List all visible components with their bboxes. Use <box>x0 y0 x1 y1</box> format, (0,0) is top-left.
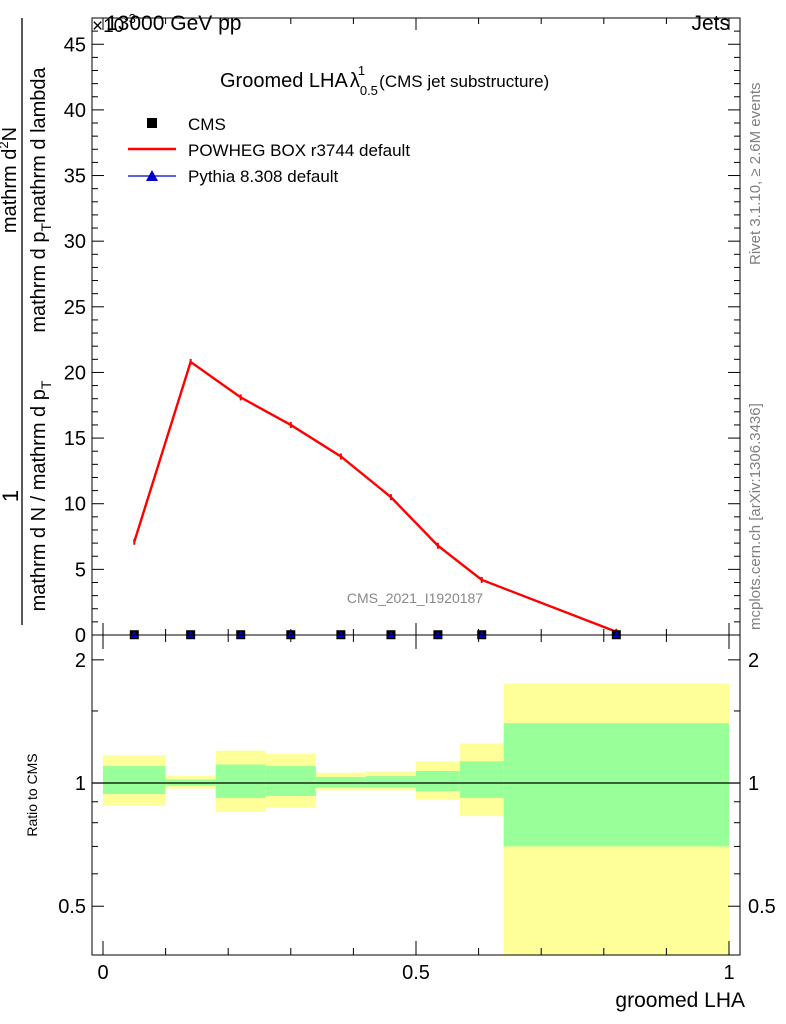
chart-title-main: Groomed LHA <box>220 70 348 92</box>
pythia-point <box>236 630 245 638</box>
ratio-ytick-label-right: 1 <box>748 773 759 795</box>
main-ytick-label: 30 <box>64 231 86 253</box>
ratio-band-green <box>265 766 316 796</box>
rivet-label: Rivet 3.1.10, ≥ 2.6M events <box>747 83 764 266</box>
main-ytick-label: 25 <box>64 297 86 319</box>
ratio-band-green <box>365 776 416 788</box>
main-ytick-label: 40 <box>64 100 86 122</box>
ratio-band-green <box>459 761 504 798</box>
ratio-band-green <box>215 764 266 798</box>
ratio-ylabel: Ratio to CMS <box>24 753 40 836</box>
ylabel-numer-a: mathrm d <box>0 149 21 233</box>
ylabel-denom-b: mathrm d lambda <box>28 66 50 222</box>
pythia-point <box>477 630 486 638</box>
ratio-xtick-label: 0.5 <box>402 962 430 984</box>
ylabel-one: 1 <box>0 490 23 502</box>
ratio-ytick-label-right: 2 <box>748 650 759 672</box>
pythia-point <box>286 630 295 638</box>
ylabel-numer-b: N <box>0 127 21 141</box>
ratio-band-green <box>503 723 729 847</box>
x-axis-label: groomed LHA <box>615 989 745 1012</box>
ratio-ytick-label-left: 1 <box>75 773 86 795</box>
ratio-band-green <box>416 771 460 792</box>
legend: CMS POWHEG BOX r3744 default Pythia 8.30… <box>128 115 410 186</box>
chart-title-symbol: λ <box>350 70 360 92</box>
analysis-watermark: CMS_2021_I1920187 <box>347 590 483 606</box>
legend-pythia-marker <box>146 170 158 181</box>
chart-title-suffix: (CMS jet substructure) <box>379 72 549 91</box>
ylabel-denominator: mathrm d pTmathrm d lambda <box>28 66 54 332</box>
pythia-point <box>433 630 442 638</box>
main-ytick-label: 5 <box>75 559 86 581</box>
exponent-base: ×10 <box>92 16 124 37</box>
pythia-point <box>612 630 621 638</box>
legend-powheg-label: POWHEG BOX r3744 default <box>188 141 410 160</box>
ratio-ytick-label-right: 0.5 <box>748 896 776 918</box>
chart-title-sub: 0.5 <box>360 83 378 98</box>
ratio-xtick-label: 1 <box>723 962 734 984</box>
ylabel-denom-sub: T <box>38 223 54 232</box>
pythia-point <box>386 630 395 638</box>
main-ylabel: 1 mathrm d N / mathrm d pT mathrm d2N ma… <box>0 18 54 625</box>
ratio-band-green <box>103 766 166 795</box>
chart-title: Groomed LHA λ0.5 1 (CMS jet substructure) <box>220 63 549 98</box>
main-ytick-label: 15 <box>64 428 86 450</box>
ylabel-numer-sup: 2 <box>0 141 11 148</box>
main-ytick-label: 35 <box>64 166 86 188</box>
ratio-ytick-label-left: 0.5 <box>58 896 86 918</box>
process-label: Jets <box>691 12 730 35</box>
ratio-panel: 0.5 0.5 1 1 2 2 0 0.5 1 <box>58 634 776 984</box>
main-ytick-label: 45 <box>64 34 86 56</box>
ratio-xtick-label: 0 <box>97 962 108 984</box>
legend-cms-label: CMS <box>188 115 226 134</box>
ylabel-numerator: mathrm d2N <box>0 127 21 233</box>
main-frame <box>91 17 741 636</box>
legend-pythia-label: Pythia 8.308 default <box>188 167 339 186</box>
pythia-point <box>336 630 345 638</box>
ylabel-denom-a: mathrm d p <box>28 232 50 333</box>
ratio-band-green <box>315 776 366 788</box>
chart-title-sup: 1 <box>358 63 365 78</box>
ylabel-text-main: mathrm d N / mathrm d p <box>28 389 50 611</box>
ylabel-text: mathrm d N / mathrm d pT <box>28 380 54 611</box>
ylabel-text-sub: T <box>38 380 54 389</box>
main-ytick-label: 0 <box>75 625 86 647</box>
main-ytick-label: 10 <box>64 494 86 516</box>
mcplots-label: mcplots.cern.ch [arXiv:1306.3436] <box>747 403 764 630</box>
pythia-point <box>186 630 195 638</box>
main-ytick-label: 20 <box>64 362 86 384</box>
legend-cms-marker <box>147 118 157 128</box>
pythia-point <box>130 630 139 638</box>
main-panel: 0 5 10 15 20 25 30 35 40 45 <box>64 17 741 647</box>
ratio-ytick-label-left: 2 <box>75 650 86 672</box>
